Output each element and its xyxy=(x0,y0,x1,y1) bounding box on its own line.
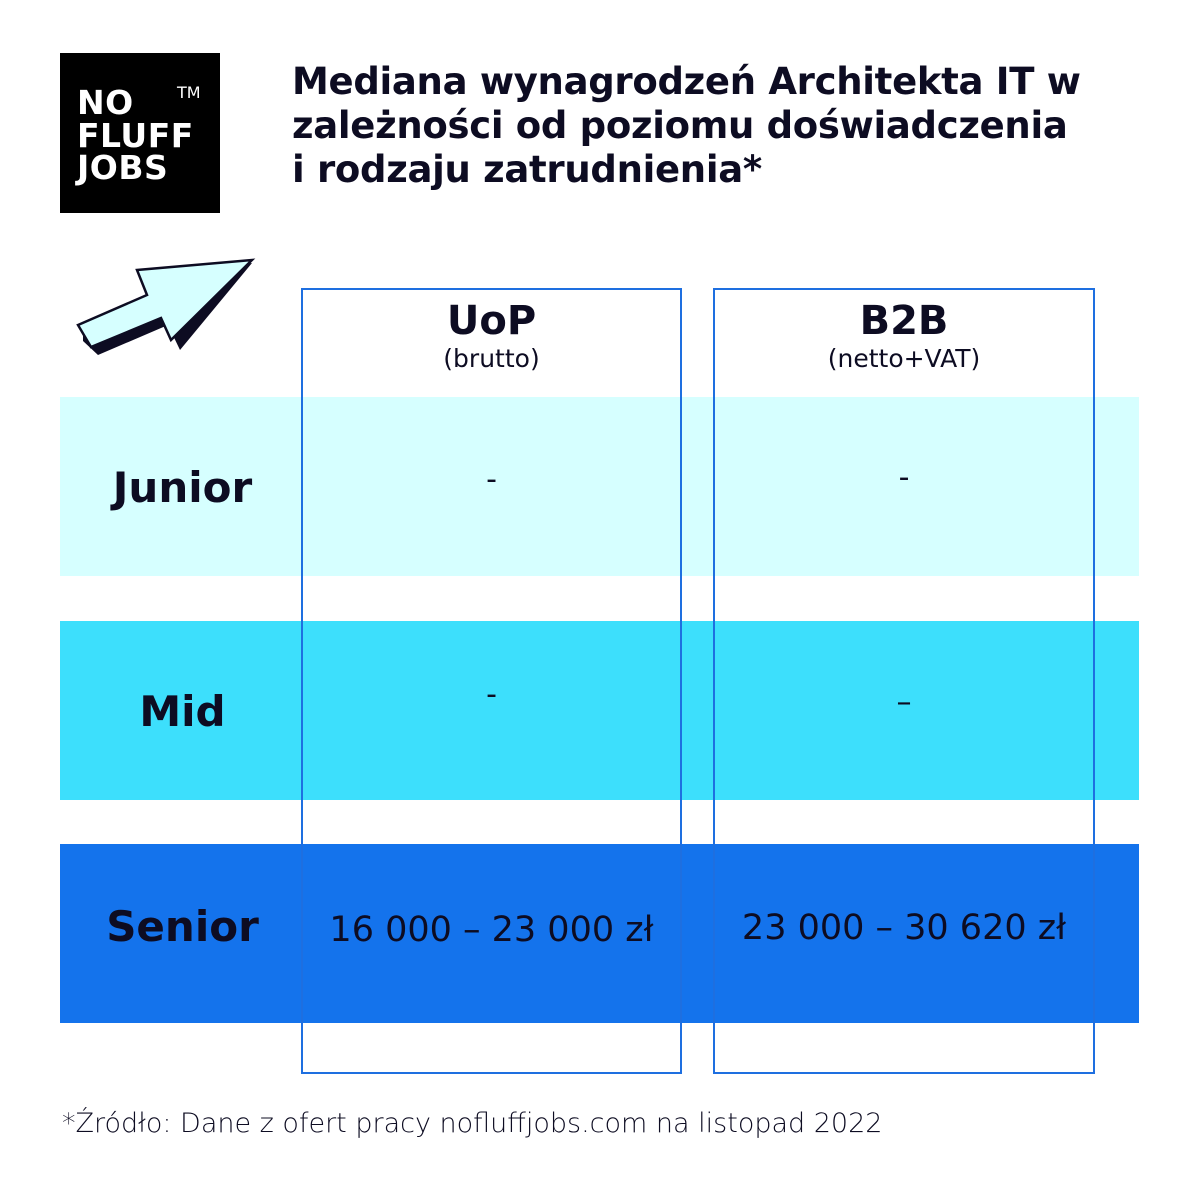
column-uop-label: UoP xyxy=(446,298,537,344)
title-line-1: Mediana wynagrodzeń Architekta IT w xyxy=(292,60,1081,103)
row-senior: Senior xyxy=(60,844,1139,1023)
row-senior-label: Senior xyxy=(106,902,259,951)
title-line-3: i rodzaju zatrudnienia* xyxy=(292,148,762,191)
row-junior-label: Junior xyxy=(112,463,253,512)
title-line-2: zależności od poziomu doświadczenia xyxy=(292,104,1068,147)
arrow-up-right-icon xyxy=(76,258,256,355)
cell-mid-uop: - xyxy=(486,677,497,712)
row-junior: Junior xyxy=(60,397,1139,576)
cell-senior-uop: 16 000 – 23 000 zł xyxy=(329,910,654,950)
cell-junior-b2b: - xyxy=(898,460,910,495)
column-uop: UoP (brutto) xyxy=(301,288,682,1074)
logo-trademark: TM xyxy=(177,83,201,102)
cell-senior-b2b: 23 000 – 30 620 zł xyxy=(741,908,1067,948)
logo-line-3: JOBS xyxy=(77,148,169,187)
source-footnote: *Źródło: Dane z ofert pracy nofluffjobs.… xyxy=(62,1108,883,1139)
cell-mid-b2b: – xyxy=(896,685,912,720)
row-mid-label: Mid xyxy=(139,687,226,736)
logo-line-2: FLUFF xyxy=(77,116,194,155)
logo-line-1: NO xyxy=(77,83,134,122)
column-b2b-sublabel: (netto+VAT) xyxy=(827,344,981,373)
column-b2b: B2B (netto+VAT) xyxy=(713,288,1095,1074)
page-title: Mediana wynagrodzeń Architekta IT w zale… xyxy=(292,60,1152,192)
nofluffjobs-logo: NO TM FLUFF JOBS xyxy=(60,53,220,213)
column-b2b-label: B2B xyxy=(859,298,949,344)
cell-junior-uop: - xyxy=(486,462,497,497)
column-uop-sublabel: (brutto) xyxy=(443,344,540,373)
row-mid: Mid xyxy=(60,621,1139,800)
